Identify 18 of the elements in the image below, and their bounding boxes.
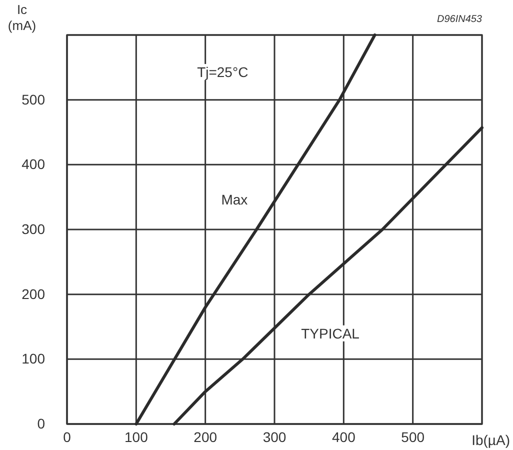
series-label: Max [221,192,248,208]
series-label: TYPICAL [301,325,360,342]
y-tick-label: 200 [22,286,46,302]
x-tick-label: 0 [63,428,72,445]
text: D96IN453 [436,14,482,25]
x-tick-label: 100 [124,428,148,445]
y-tick-label: 400 [22,156,46,172]
y-tick-label: 100 [22,350,46,367]
x-tick-label: 200 [194,428,218,445]
x-tick-label: 400 [332,428,356,445]
x-tick-label: 300 [262,428,286,445]
y-tick-label: 0 [37,415,46,432]
x-axis-title: Ib(µA) [472,432,510,448]
x-tick-label: 500 [401,428,425,445]
y-axis-title: Ic (mA) [8,2,36,33]
annotation: Tj=25°C [197,64,248,80]
y-tick-label: 500 [22,91,46,108]
y-tick-label: 300 [22,220,46,237]
